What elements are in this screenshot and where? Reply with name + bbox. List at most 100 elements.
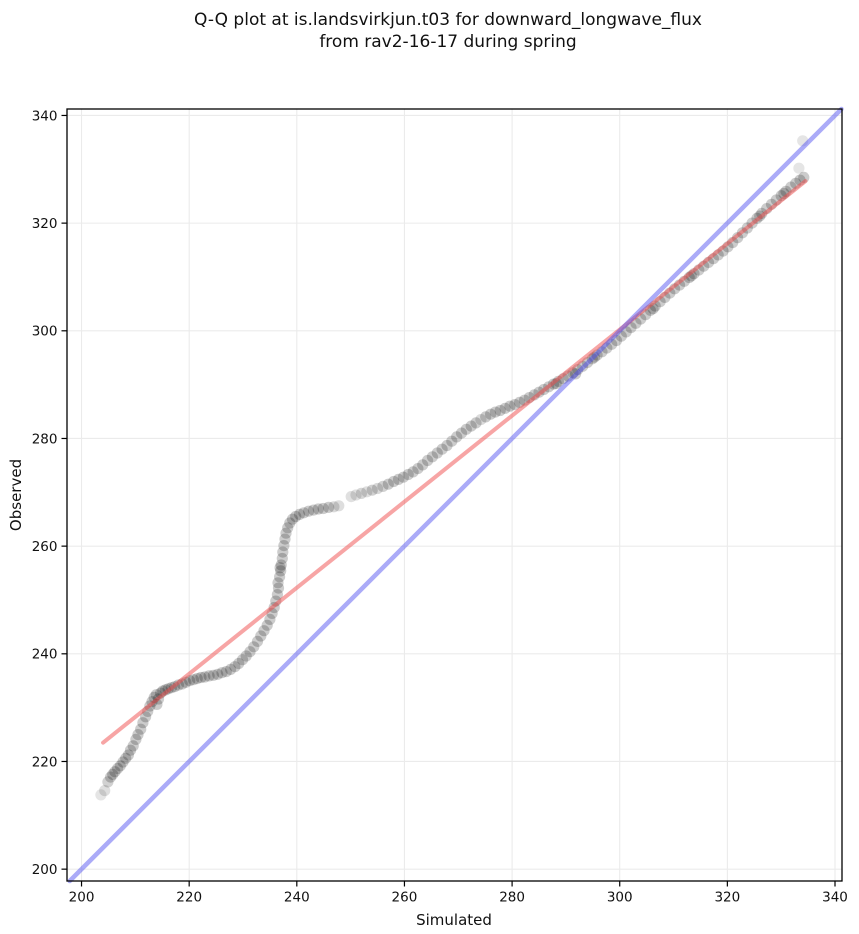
- scatter-point: [274, 571, 286, 583]
- scatter-point: [499, 402, 511, 414]
- scatter-point: [596, 346, 608, 358]
- scatter-point: [107, 768, 119, 781]
- regression-line: [101, 179, 808, 745]
- y-tick-label: 240: [32, 647, 58, 663]
- scatter-point: [436, 443, 448, 455]
- scatter-point: [132, 729, 144, 741]
- scatter-point: [293, 508, 306, 520]
- scatter-point: [275, 565, 287, 577]
- scatter-point: [388, 475, 400, 488]
- scatter-point: [422, 454, 434, 467]
- x-axis-label: Simulated: [416, 911, 492, 929]
- scatter-point: [431, 447, 443, 459]
- scatter-point: [117, 756, 129, 768]
- scatter-point: [606, 338, 618, 350]
- scatter-point: [317, 502, 329, 515]
- scatter-point: [271, 589, 283, 601]
- scatter-point: [392, 473, 405, 485]
- scatter-point: [278, 540, 290, 552]
- scatter-point: [504, 400, 516, 412]
- scatter-point: [102, 776, 114, 788]
- y-tick-label: 280: [32, 431, 58, 447]
- scatter-point: [303, 505, 315, 517]
- y-tick-label: 220: [32, 754, 58, 770]
- scatter-point: [274, 562, 286, 574]
- scatter-point: [797, 135, 809, 147]
- scatter-point: [382, 478, 394, 490]
- scatter-point: [140, 711, 152, 723]
- scatter-point: [199, 671, 211, 683]
- scatter-point: [328, 501, 340, 513]
- scatter-point: [279, 533, 291, 545]
- scatter-point: [570, 368, 582, 380]
- scatter-point: [601, 342, 613, 354]
- scatter-point: [264, 613, 276, 626]
- scatter-point: [509, 399, 521, 411]
- scatter-point: [258, 625, 270, 637]
- scatter-point: [105, 771, 117, 783]
- scatter-point: [280, 527, 292, 539]
- chart-title-line1: Q-Q plot at is.landsvirkjun.t03 for down…: [194, 10, 702, 30]
- x-tick-label: 260: [392, 890, 418, 906]
- scatter-point: [290, 510, 302, 523]
- scatter-point: [412, 463, 424, 475]
- scatter-point: [371, 482, 384, 495]
- scatter-point: [233, 657, 245, 670]
- scatter-point: [130, 733, 142, 746]
- identity-line: [67, 106, 844, 884]
- scatter-point: [333, 500, 345, 512]
- scatter-point: [366, 484, 378, 496]
- scatter-point: [135, 723, 147, 735]
- scatter-point: [248, 641, 260, 653]
- scatter-point: [286, 513, 299, 525]
- scatter-point: [361, 486, 373, 498]
- scatter-point: [122, 749, 134, 761]
- scatter-point: [485, 408, 497, 420]
- scatter-point: [355, 487, 367, 499]
- scatter-point: [114, 760, 126, 772]
- x-tick-label: 200: [69, 890, 95, 906]
- scatter-point: [220, 666, 232, 678]
- scatter-point: [441, 439, 453, 452]
- scatter-point: [407, 466, 419, 478]
- x-tick-label: 320: [714, 890, 740, 906]
- scatter-point: [455, 427, 468, 439]
- scatter-point: [307, 504, 320, 516]
- scatter-point: [460, 423, 472, 435]
- scatter-point: [494, 404, 506, 417]
- y-tick-label: 200: [32, 862, 58, 878]
- y-axis-label: Observed: [7, 459, 25, 531]
- scatter-point: [244, 646, 256, 658]
- scatter-point: [203, 670, 215, 682]
- y-tick-label: 320: [32, 216, 58, 232]
- scatter-point: [284, 517, 296, 529]
- scatter-point: [272, 577, 284, 589]
- scatter-point: [615, 330, 627, 342]
- scatter-point: [793, 162, 805, 174]
- chart-title-line2: from rav2-16-17 during spring: [319, 32, 576, 52]
- scatter-point: [236, 654, 249, 666]
- scatter-point: [402, 468, 414, 481]
- scatter-point: [397, 471, 409, 483]
- scatter-point: [229, 661, 241, 673]
- scatter-point: [251, 635, 264, 648]
- scatter-point: [282, 522, 294, 534]
- scatter-point: [212, 668, 224, 680]
- scatter-point: [465, 420, 477, 432]
- scatter-point: [255, 630, 267, 642]
- scatter-point: [127, 740, 139, 752]
- scatter-point: [489, 406, 501, 418]
- scatter-point: [475, 414, 487, 426]
- scatter-point: [345, 491, 357, 503]
- scatter-point: [451, 431, 463, 443]
- y-tick-label: 300: [32, 324, 58, 340]
- scatter-point: [99, 785, 111, 797]
- x-tick-label: 300: [607, 890, 633, 906]
- y-tick-label: 260: [32, 539, 58, 555]
- chart-canvas: 200 220 240 260 280 300 320 340 200 220 240 260 280 3…: [32, 106, 848, 906]
- scatter-point: [610, 334, 623, 347]
- x-tick-label: 240: [284, 890, 310, 906]
- scatter-point: [272, 582, 285, 594]
- scatter-point: [195, 671, 207, 684]
